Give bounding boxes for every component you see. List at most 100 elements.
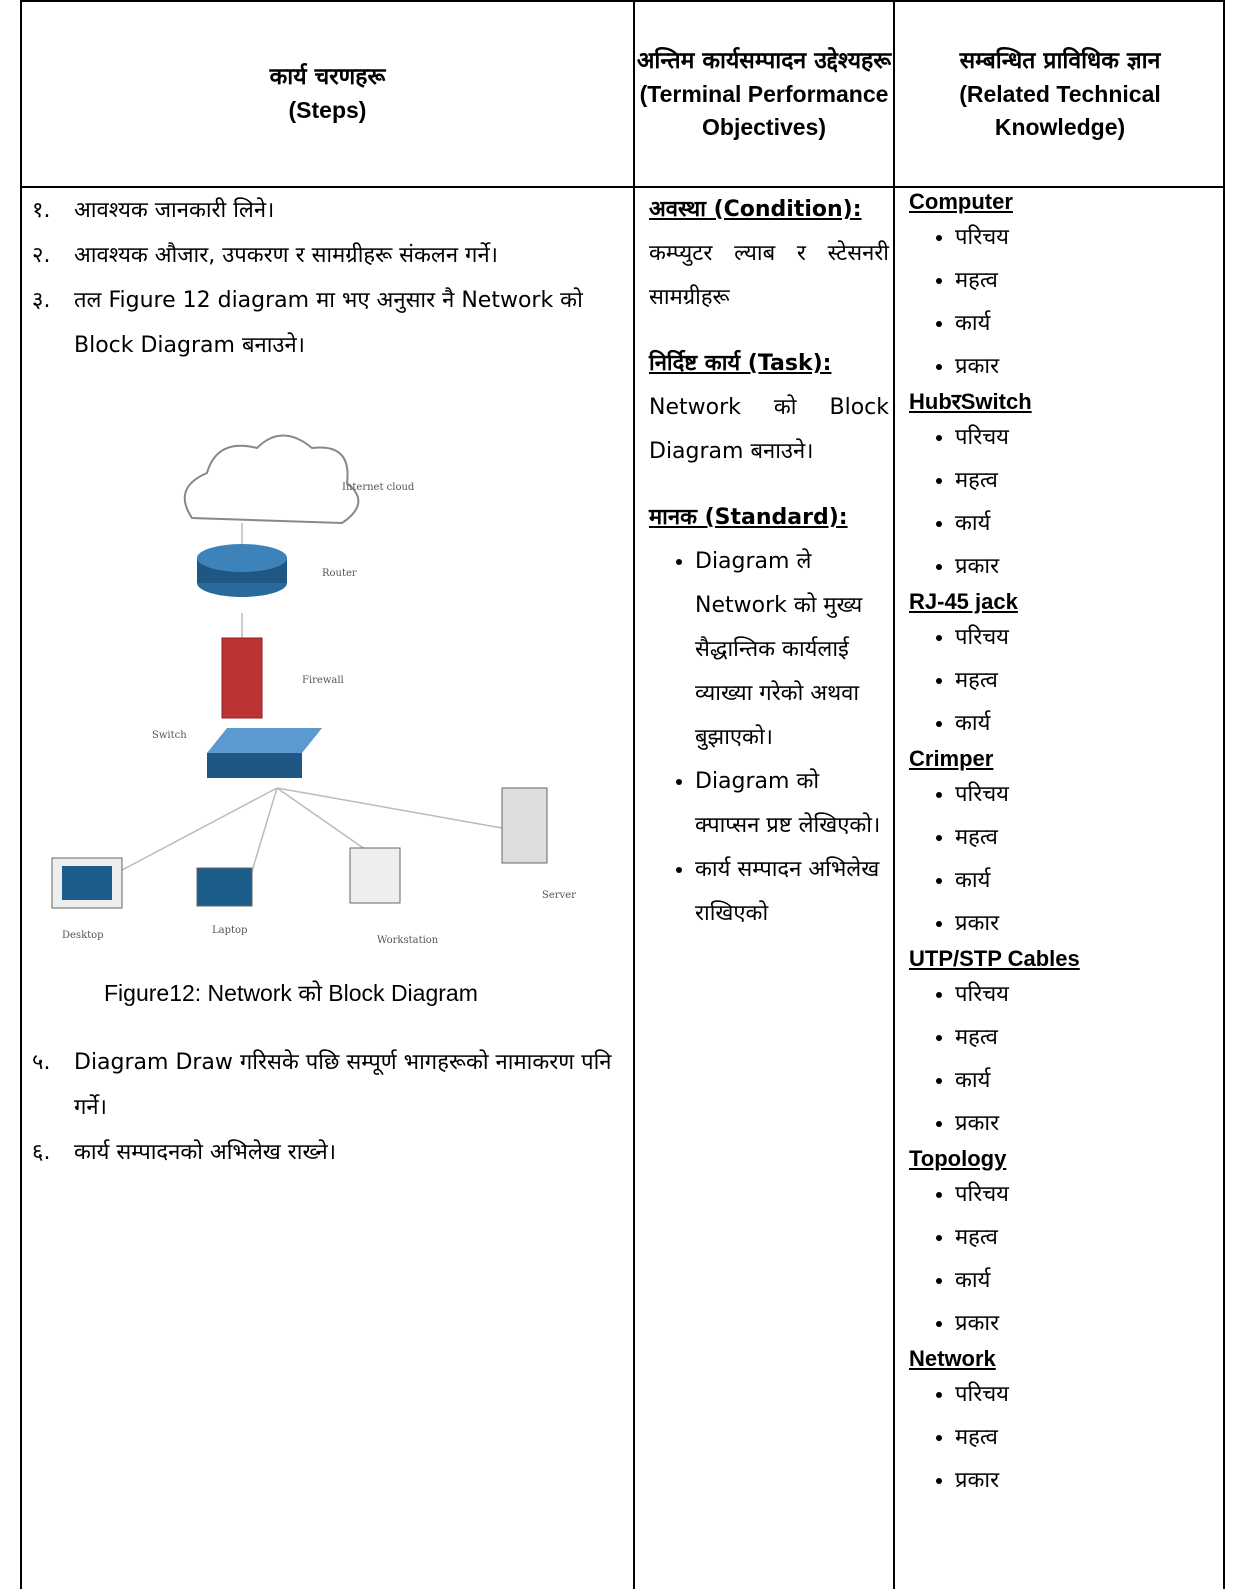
links [106, 523, 503, 889]
step-list: ५. Diagram Draw गरिसके पछि सम्पूर्ण भागहर… [32, 1040, 622, 1175]
knowledge-item: महत्व [955, 259, 1229, 302]
diagram-label: Switch [152, 730, 187, 741]
header-nepali: अन्तिम कार्यसम्पादन उद्देश्यहरू [636, 47, 892, 74]
diagram-label: Firewall [302, 675, 344, 686]
knowledge-item: प्रकार [955, 545, 1229, 588]
objective-text: Network को Block Diagram बनाउने। [649, 395, 889, 464]
knowledge-item: परिचय [955, 216, 1229, 259]
knowledge-item: प्रकार [955, 345, 1229, 388]
step: ३. तल Figure 12 diagram मा भए अनुसार नै N… [32, 278, 622, 368]
objective-heading: मानक (Standard): [649, 505, 848, 530]
knowledge-item: कार्य [955, 859, 1229, 902]
firewall-icon [221, 637, 263, 719]
knowledge-heading: Network [909, 1346, 996, 1371]
knowledge-item: परिचय [955, 973, 1229, 1016]
column-rule [893, 2, 895, 1589]
knowledge-list: परिचयमहत्वकार्यप्रकार [909, 1173, 1229, 1345]
diagram-label: Internet cloud [342, 482, 415, 493]
cloud-icon [183, 434, 360, 525]
diagram-label: Router [322, 568, 357, 579]
diagram-label: Desktop [62, 930, 104, 941]
switch-icon [207, 728, 322, 753]
knowledge-heading: RJ-45 jack [909, 589, 1018, 614]
knowledge-item: महत्व [955, 659, 1229, 702]
knowledge-cell: Computerपरिचयमहत्वकार्यप्रकारHubरSwitchप… [909, 188, 1229, 1502]
step-number: २. [32, 243, 51, 268]
server-icon [501, 787, 548, 864]
step: ५. Diagram Draw गरिसके पछि सम्पूर्ण भागहर… [32, 1040, 622, 1130]
standard-item: Diagram ले Network को मुख्य सैद्धान्तिक … [695, 540, 889, 760]
step-text: Diagram Draw गरिसके पछि सम्पूर्ण भागहरूक… [74, 1050, 612, 1120]
knowledge-item: परिचय [955, 773, 1229, 816]
knowledge-item: प्रकार [955, 902, 1229, 945]
knowledge-item: परिचय [955, 1373, 1229, 1416]
header-english: (Steps) [288, 97, 367, 123]
standard-list: Diagram ले Network को मुख्य सैद्धान्तिक … [649, 540, 889, 936]
step-text: तल Figure 12 diagram मा भए अनुसार नै Net… [74, 288, 583, 358]
header-english: (Terminal Performance Objectives) [639, 80, 889, 140]
header-cell: अन्तिम कार्यसम्पादन उद्देश्यहरू (Termina… [635, 2, 893, 186]
knowledge-item: महत्व [955, 816, 1229, 859]
objectives-cell: अवस्था (Condition): कम्प्युटर ल्याब र स्… [649, 188, 889, 936]
knowledge-heading: Crimper [909, 746, 994, 771]
knowledge-list: परिचयमहत्वकार्यप्रकार [909, 216, 1229, 388]
knowledge-item: प्रकार [955, 1302, 1229, 1345]
header-english: (Related Technical Knowledge) [959, 80, 1161, 140]
diagram-label: Workstation [377, 935, 439, 946]
knowledge-heading: HubरSwitch [909, 389, 1032, 414]
header-cell: कार्य चरणहरू (Steps) [22, 2, 633, 186]
knowledge-heading: Computer [909, 189, 1013, 214]
objective-heading: निर्दिष्ट कार्य (Task): [649, 351, 832, 376]
column-rule [633, 2, 635, 1589]
workstation-icon [349, 847, 401, 904]
diagram-label: Server [542, 890, 576, 901]
step: २. आवश्यक औजार, उपकरण र सामग्रीहरू संकलन … [32, 233, 622, 278]
knowledge-item: महत्व [955, 1016, 1229, 1059]
header-nepali: कार्य चरणहरू [269, 64, 386, 90]
knowledge-item: महत्व [955, 1416, 1229, 1459]
knowledge-list: परिचयमहत्वकार्य [909, 616, 1229, 745]
switch-icon [207, 753, 302, 778]
objective-text: कम्प्युटर ल्याब र स्टेसनरी सामग्रीहरू [649, 241, 889, 310]
knowledge-item: परिचय [955, 616, 1229, 659]
step: १. आवश्यक जानकारी लिने। [32, 188, 622, 233]
step-number: १. [32, 198, 51, 223]
knowledge-item: कार्य [955, 702, 1229, 745]
knowledge-item: कार्य [955, 502, 1229, 545]
knowledge-item: महत्व [955, 459, 1229, 502]
steps-cell: १. आवश्यक जानकारी लिने। २. आवश्यक औजार, उपक… [32, 188, 622, 1175]
knowledge-item: कार्य [955, 1259, 1229, 1302]
figure-caption: Figure12: Network को Block Diagram [104, 980, 478, 1006]
laptop-icon [196, 867, 253, 907]
header-nepali: सम्बन्धित प्राविधिक ज्ञान [959, 47, 1161, 74]
step: ६. कार्य सम्पादनको अभिलेख राख्ने। [32, 1130, 622, 1175]
knowledge-heading: UTP/STP Cables [909, 946, 1080, 971]
step-text: कार्य सम्पादनको अभिलेख राख्ने। [74, 1140, 337, 1165]
knowledge-list: परिचयमहत्वकार्यप्रकार [909, 416, 1229, 588]
knowledge-item: महत्व [955, 1216, 1229, 1259]
knowledge-list: परिचयमहत्वकार्यप्रकार [909, 773, 1229, 945]
step-list: १. आवश्यक जानकारी लिने। २. आवश्यक औजार, उपक… [32, 188, 622, 368]
step-number: ६. [32, 1140, 51, 1165]
knowledge-item: प्रकार [955, 1459, 1229, 1502]
step-text: आवश्यक जानकारी लिने। [74, 198, 275, 223]
diagram-label: Laptop [212, 925, 247, 936]
knowledge-item: परिचय [955, 416, 1229, 459]
standard-item: Diagram को क्पाप्सन प्रष्ट लेखिएको। [695, 760, 889, 848]
knowledge-item: प्रकार [955, 1102, 1229, 1145]
step-number: ५. [32, 1050, 51, 1075]
knowledge-list: परिचयमहत्वप्रकार [909, 1373, 1229, 1502]
router-icon [197, 544, 287, 572]
step-number: ३. [32, 288, 51, 313]
knowledge-item: परिचय [955, 1173, 1229, 1216]
standard-item: कार्य सम्पादन अभिलेख राखिएको [695, 848, 889, 936]
knowledge-item: कार्य [955, 1059, 1229, 1102]
knowledge-heading: Topology [909, 1146, 1007, 1171]
table: कार्य चरणहरू (Steps) अन्तिम कार्यसम्पादन… [20, 0, 1225, 1589]
objective-heading: अवस्था (Condition): [649, 197, 862, 222]
header-cell: सम्बन्धित प्राविधिक ज्ञान (Related Techn… [895, 2, 1225, 186]
step-text: आवश्यक औजार, उपकरण र सामग्रीहरू संकलन गर… [74, 243, 498, 268]
network-diagram: Internet cloud Router Firewall Switch De… [51, 434, 576, 946]
